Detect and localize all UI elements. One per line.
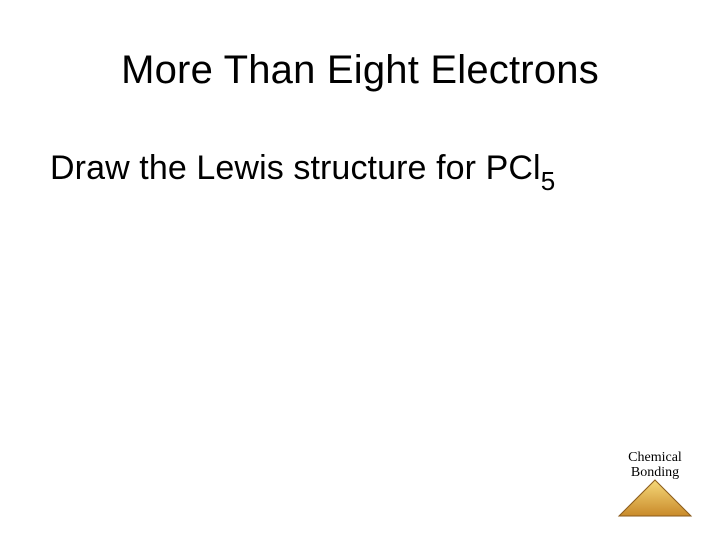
prompt-text: Draw the Lewis structure for: [50, 149, 486, 187]
slide-title: More Than Eight Electrons: [50, 48, 670, 93]
footer-line1: Chemical: [612, 450, 698, 465]
triangle-icon: [617, 478, 693, 518]
footer-badge-text: Chemical Bonding: [612, 448, 698, 480]
slide-prompt: Draw the Lewis structure for PCl5: [50, 149, 670, 194]
formula-subscript: 5: [541, 166, 556, 196]
footer-badge: Chemical Bonding: [612, 448, 698, 518]
footer-line2: Bonding: [612, 465, 698, 480]
chemical-formula: PCl5: [486, 149, 556, 187]
slide-container: More Than Eight Electrons Draw the Lewis…: [0, 0, 720, 540]
formula-base: PCl: [486, 149, 541, 187]
